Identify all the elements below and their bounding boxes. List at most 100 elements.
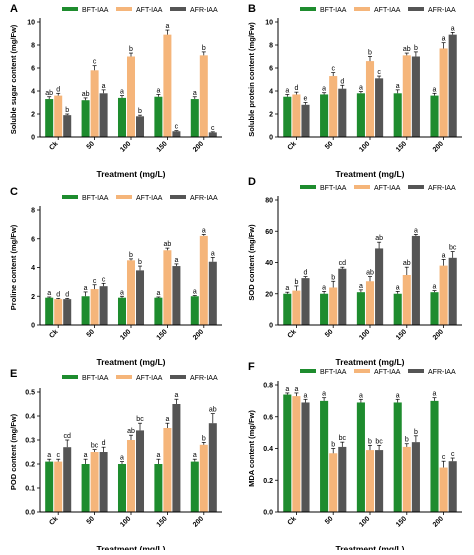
significance-letter: ab <box>366 270 374 277</box>
y-tick-label: 0.2 <box>25 462 35 469</box>
significance-letter: b <box>414 45 418 52</box>
legend-label: BFT-IAA <box>82 375 109 382</box>
significance-letter: a <box>47 290 51 297</box>
y-tick-label: 20 <box>265 291 273 298</box>
bar-bft-iaa-ck <box>283 293 292 325</box>
x-tick-label: 150 <box>395 140 408 153</box>
legend-label: BFT-IAA <box>82 7 109 14</box>
bar-aft-iaa-150 <box>163 428 172 512</box>
bar-afr-iaa-100 <box>136 116 145 137</box>
significance-letter: d <box>65 291 69 298</box>
x-axis-label: Treatment (mg/L) <box>97 357 166 367</box>
bar-afr-iaa-200 <box>448 461 457 512</box>
bar-aft-iaa-150 <box>402 55 411 137</box>
significance-letter: b <box>65 107 69 114</box>
significance-letter: bc <box>339 435 347 442</box>
legend-label: AFT-IAA <box>374 7 401 14</box>
legend-label: AFR-IAA <box>428 7 456 14</box>
bar-afr-iaa-ck <box>63 447 72 512</box>
panel-letter: A <box>10 3 18 15</box>
y-tick-label: 4 <box>31 265 35 272</box>
significance-letter: b <box>414 429 418 436</box>
x-tick-label: 50 <box>86 328 97 339</box>
bar-aft-iaa-200 <box>199 444 208 512</box>
significance-letter: b <box>368 438 372 445</box>
significance-letter: a <box>174 392 178 399</box>
significance-letter: a <box>120 455 124 462</box>
bar-bft-iaa-150 <box>154 297 163 325</box>
significance-letter: c <box>331 66 335 73</box>
bar-bft-iaa-ck <box>45 461 54 512</box>
x-tick-label: 100 <box>119 140 132 153</box>
significance-letter: a <box>285 285 289 292</box>
significance-letter: d <box>340 78 344 85</box>
significance-letter: ab <box>82 91 90 98</box>
bar-afr-iaa-50 <box>338 268 347 325</box>
bar-aft-iaa-100 <box>365 281 375 325</box>
bar-afr-iaa-150 <box>411 235 420 325</box>
y-tick-label: 0.1 <box>25 486 35 493</box>
bar-afr-iaa-ck <box>63 115 72 137</box>
significance-letter: a <box>359 85 363 92</box>
significance-letter: cd <box>64 433 72 440</box>
x-tick-label: 200 <box>192 328 205 341</box>
panel-letter: F <box>248 361 255 373</box>
bar-aft-iaa-50 <box>90 289 99 325</box>
significance-letter: b <box>202 435 206 442</box>
bar-bft-iaa-200 <box>190 296 199 325</box>
bar-afr-iaa-200 <box>448 257 457 325</box>
significance-letter: a <box>322 86 326 93</box>
bar-aft-iaa-200 <box>439 467 448 512</box>
y-tick-label: 0.4 <box>263 446 273 453</box>
y-tick-label: 0.0 <box>263 510 273 517</box>
y-tick-label: 10 <box>265 20 273 27</box>
significance-letter: d <box>294 85 298 92</box>
significance-letter: b <box>331 274 335 281</box>
bar-aft-iaa-200 <box>199 235 208 325</box>
legend-label: AFR-IAA <box>428 369 456 376</box>
significance-letter: b <box>405 437 409 444</box>
legend-label: AFT-IAA <box>136 195 163 202</box>
significance-letter: a <box>359 283 363 290</box>
bar-aft-iaa-200 <box>439 48 448 138</box>
x-tick-label: 50 <box>86 140 97 151</box>
significance-letter: b <box>368 50 372 57</box>
significance-letter: a <box>442 252 446 259</box>
bar-aft-iaa-ck <box>292 396 301 512</box>
significance-letter: d <box>102 440 106 447</box>
significance-letter: a <box>396 392 400 399</box>
bar-afr-iaa-ck <box>301 278 310 325</box>
bar-aft-iaa-ck <box>54 299 63 325</box>
significance-letter: d <box>56 86 60 93</box>
x-axis-label: Treatment (mg/L) <box>336 357 405 367</box>
y-axis-label: Soluble sugar content (mg/Fw) <box>9 24 18 134</box>
y-tick-label: 40 <box>265 260 273 267</box>
panel-letter: D <box>248 176 256 188</box>
bar-bft-iaa-150 <box>393 293 402 325</box>
significance-letter: ab <box>164 241 172 248</box>
legend-label: AFT-IAA <box>136 7 163 14</box>
significance-letter: ab <box>403 46 411 53</box>
bar-afr-iaa-150 <box>172 131 181 137</box>
y-tick-label: 4 <box>269 89 273 96</box>
significance-letter: cd <box>339 260 347 267</box>
x-tick-label: 150 <box>395 328 408 341</box>
y-tick-label: 2 <box>31 294 35 301</box>
significance-letter: a <box>102 83 106 90</box>
legend-label: BFT-IAA <box>82 195 109 202</box>
legend-label: BFT-IAA <box>320 369 347 376</box>
y-axis-label: Proline content (mg/Fw) <box>9 224 18 310</box>
x-axis-label: Treatment (mg/L) <box>97 544 166 550</box>
x-tick-label: 50 <box>86 515 97 526</box>
bar-bft-iaa-ck <box>45 297 54 325</box>
significance-letter: b <box>294 279 298 286</box>
bar-aft-iaa-50 <box>329 287 338 325</box>
bar-aft-iaa-150 <box>163 34 172 137</box>
bar-afr-iaa-200 <box>448 34 457 137</box>
bar-bft-iaa-150 <box>393 402 402 512</box>
significance-letter: a <box>193 90 197 97</box>
bar-bft-iaa-100 <box>356 292 365 325</box>
bar-bft-iaa-100 <box>356 402 365 512</box>
x-tick-label: 50 <box>324 515 335 526</box>
